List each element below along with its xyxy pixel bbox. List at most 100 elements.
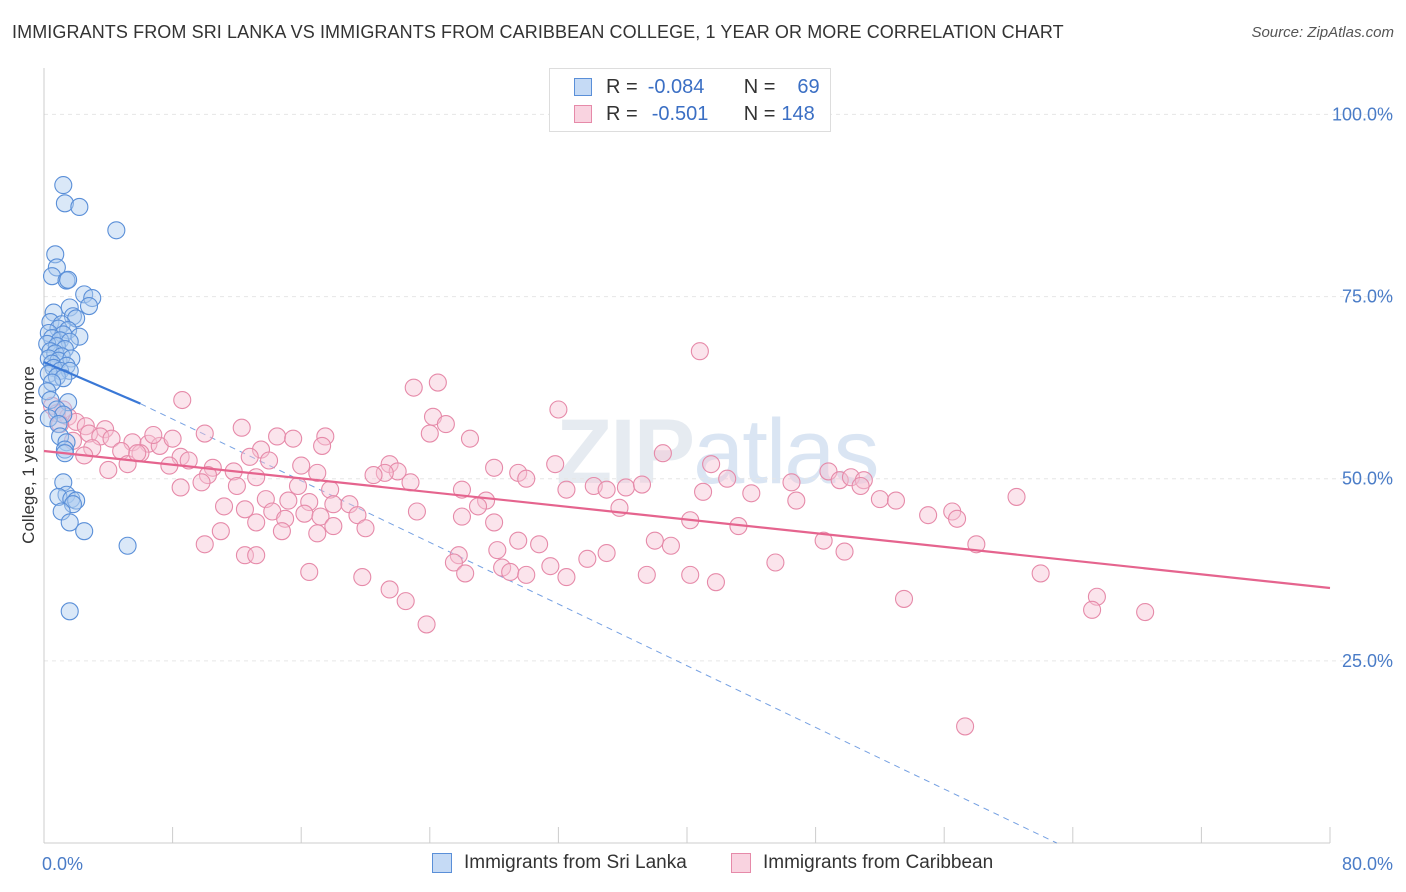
caribbean-point [557, 480, 576, 499]
caribbean-point [452, 480, 472, 499]
caribbean-point [557, 568, 576, 587]
caribbean-point [171, 478, 190, 497]
caribbean-point [854, 471, 873, 490]
caribbean-point [144, 425, 163, 445]
caribbean-point [919, 506, 938, 525]
caribbean-point [404, 378, 423, 397]
caribbean-point [380, 580, 399, 599]
legend-label-caribbean: Immigrants from Caribbean [763, 852, 994, 873]
sri-lanka-point [59, 270, 78, 289]
sri-lanka-point [47, 258, 66, 277]
caribbean-point [272, 522, 291, 541]
caribbean-point [295, 504, 314, 523]
caribbean-point [782, 473, 801, 492]
sri-lanka-point [41, 390, 60, 410]
caribbean-point [300, 492, 319, 512]
trend-lines-extended [140, 403, 1057, 844]
caribbean-point [653, 444, 672, 463]
caribbean-point [702, 455, 721, 474]
sri-lanka-point [42, 373, 62, 392]
sri-lanka-point [46, 245, 65, 264]
caribbean-point [179, 451, 198, 470]
sri-lanka-point [70, 197, 89, 217]
x-tick-label-min: 0.0% [42, 854, 83, 874]
caribbean-point [348, 506, 367, 525]
caribbean-point [814, 531, 833, 550]
sri-lanka-point [39, 409, 58, 428]
legend-n-label: N = [743, 75, 776, 98]
caribbean-point [324, 517, 343, 536]
caribbean-point [541, 557, 560, 576]
caribbean-point [787, 491, 806, 510]
caribbean-point [718, 469, 737, 488]
sri-lanka-trend-line [43, 361, 141, 405]
sri-lanka-point [60, 602, 79, 621]
caribbean-point [300, 562, 319, 582]
caribbean-point [396, 592, 415, 611]
sri-lanka-point [75, 522, 94, 541]
caribbean-point [742, 484, 761, 503]
caribbean-point [247, 468, 266, 487]
caribbean-point [851, 476, 870, 496]
caribbean-point [1007, 487, 1026, 506]
caribbean-point [308, 524, 327, 543]
caribbean-point [597, 543, 616, 563]
caribbean-point [227, 476, 246, 496]
caribbean-point [288, 476, 308, 496]
caribbean-point [163, 429, 182, 448]
caribbean-point [1083, 600, 1102, 619]
caribbean-point [128, 444, 147, 463]
caribbean-point [195, 424, 214, 443]
sri-lanka-point [54, 176, 73, 195]
caribbean-point [444, 553, 463, 572]
caribbean-point [232, 418, 251, 437]
caribbean-point [401, 473, 420, 492]
sri-lanka-point [70, 327, 89, 346]
legend-r-label: R = [606, 75, 638, 98]
caribbean-point [279, 491, 298, 510]
caribbean-point [195, 535, 214, 554]
caribbean-point [546, 455, 565, 474]
caribbean-point [578, 549, 597, 568]
caribbean-point [284, 429, 303, 448]
legend-swatch-blue [574, 78, 592, 96]
legend-n-value: 69 [797, 75, 820, 98]
caribbean-point [886, 491, 906, 510]
sri-lanka-point [63, 495, 82, 514]
legend-swatch-pink [574, 105, 592, 123]
caribbean-point [830, 471, 849, 490]
tick-labels: 25.0% 50.0% 75.0% 100.0% 0.0% 80.0% [42, 104, 1393, 874]
sri-lanka-point [54, 405, 73, 424]
caribbean-point [247, 546, 266, 565]
caribbean-point [198, 466, 218, 485]
y-axis-label: College, 1 year or more [19, 366, 38, 544]
caribbean-point [102, 429, 121, 448]
caribbean-point [173, 390, 192, 410]
legend-label-sri-lanka: Immigrants from Sri Lanka [464, 852, 687, 873]
caribbean-point [235, 500, 254, 519]
watermark-light: atlas [693, 401, 879, 503]
sri-lanka-trend-extended [140, 403, 1057, 844]
series-legend: Immigrants from Sri Lanka Immigrants fro… [0, 852, 1406, 878]
correlation-legend: R = -0.084 N = 69 R = -0.501 N = 148 [549, 68, 831, 132]
caribbean-point [637, 565, 656, 584]
caribbean-point [956, 717, 975, 736]
caribbean-point [428, 373, 447, 392]
legend-swatch-pink [731, 853, 751, 873]
caribbean-point [316, 427, 335, 446]
caribbean-point [324, 495, 343, 514]
caribbean-point [353, 568, 372, 587]
caribbean-point [485, 513, 504, 532]
sri-lanka-point [55, 194, 74, 213]
legend-r-value: -0.501 [651, 102, 709, 125]
caribbean-point [694, 482, 713, 501]
caribbean-point [211, 522, 230, 541]
caribbean-point [99, 460, 118, 480]
caribbean-point [407, 502, 426, 521]
caribbean-point [530, 535, 549, 554]
caribbean-point [967, 535, 986, 554]
legend-r-label: R = [606, 102, 638, 125]
sri-lanka-point [60, 513, 79, 532]
caribbean-point [948, 509, 967, 528]
